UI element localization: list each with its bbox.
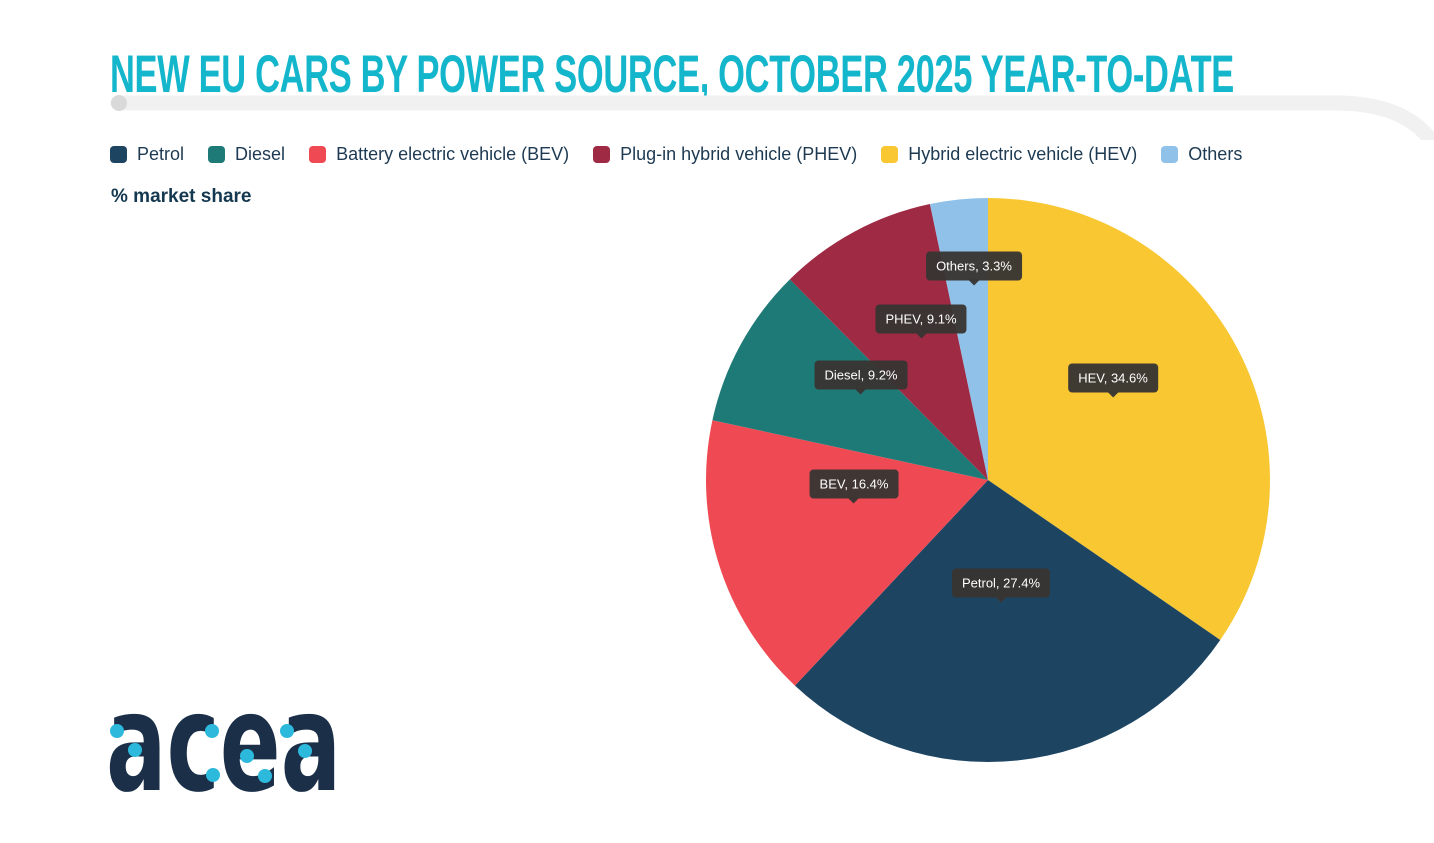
page-title: NEW EU CARS BY POWER SOURCE, OCTOBER 202… bbox=[110, 45, 1234, 104]
logo-dot bbox=[258, 769, 272, 783]
acea-logo-text: acea bbox=[106, 698, 341, 818]
acea-logo-dots bbox=[110, 724, 312, 783]
pie-label-others: Others, 3.3% bbox=[926, 251, 1022, 281]
logo-dot bbox=[206, 768, 220, 782]
legend-item-petrol: Petrol bbox=[110, 144, 184, 165]
legend-label-petrol: Petrol bbox=[137, 144, 185, 164]
legend-swatch-others bbox=[1161, 146, 1179, 163]
pie-slice-petrol bbox=[794, 480, 1221, 763]
swoosh-knob bbox=[111, 95, 127, 111]
pie-label-bev: BEV, 16.4% bbox=[809, 469, 899, 499]
legend-swatch-bev bbox=[309, 146, 327, 163]
legend-label-phev: Plug-in hybrid vehicle (PHEV) bbox=[620, 144, 858, 164]
pie-label-phev: PHEV, 9.1% bbox=[875, 304, 967, 334]
legend-item-others: Others bbox=[1161, 144, 1242, 165]
swoosh-decoration bbox=[110, 95, 1434, 140]
legend-item-diesel: Diesel bbox=[208, 144, 285, 165]
legend-swatch-phev bbox=[593, 146, 611, 163]
legend-label-others: Others bbox=[1188, 144, 1243, 164]
legend-item-hev: Hybrid electric vehicle (HEV) bbox=[881, 144, 1137, 165]
pie-label-petrol: Petrol, 27.4% bbox=[951, 568, 1051, 598]
logo-dot bbox=[240, 749, 254, 763]
legend-label-hev: Hybrid electric vehicle (HEV) bbox=[908, 144, 1138, 164]
pie-slice-bev bbox=[705, 420, 988, 686]
logo-dot bbox=[110, 724, 124, 738]
legend-swatch-diesel bbox=[208, 146, 226, 163]
logo-dot bbox=[298, 744, 312, 758]
units-label: % market share bbox=[111, 186, 252, 207]
logo-dot bbox=[280, 724, 294, 738]
pie-label-hev: HEV, 34.6% bbox=[1068, 363, 1158, 393]
legend-item-phev: Plug-in hybrid vehicle (PHEV) bbox=[593, 144, 857, 165]
pie-slice-hev bbox=[988, 198, 1271, 640]
acea-logo: acea bbox=[106, 698, 341, 818]
pie-label-diesel: Diesel, 9.2% bbox=[814, 360, 908, 390]
legend-label-bev: Battery electric vehicle (BEV) bbox=[336, 144, 570, 164]
swoosh-bar bbox=[110, 95, 1434, 140]
legend-swatch-petrol bbox=[110, 146, 127, 163]
logo-dot bbox=[205, 724, 219, 738]
legend: Petrol Diesel Battery electric vehicle (… bbox=[110, 144, 1242, 165]
logo-dot bbox=[128, 743, 142, 757]
legend-swatch-hev bbox=[881, 146, 899, 163]
legend-item-bev: Battery electric vehicle (BEV) bbox=[309, 144, 569, 165]
legend-label-diesel: Diesel bbox=[235, 144, 286, 164]
